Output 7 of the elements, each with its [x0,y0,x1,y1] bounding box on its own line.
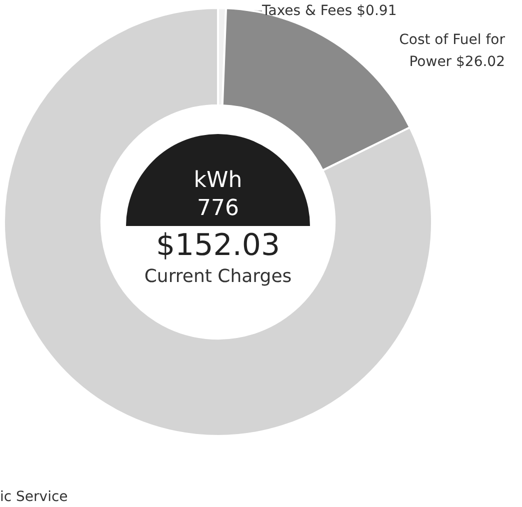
slice-label: Taxes & Fees $0.91 [261,3,397,19]
slice-label: ic Service [0,489,68,505]
text: 776 [196,196,240,221]
text: Current Charges [143,266,293,287]
slice-label: Cost of Fuel for Power $26.02 [399,32,506,70]
text: kWh [192,168,244,193]
text: $152.03 [154,228,282,263]
